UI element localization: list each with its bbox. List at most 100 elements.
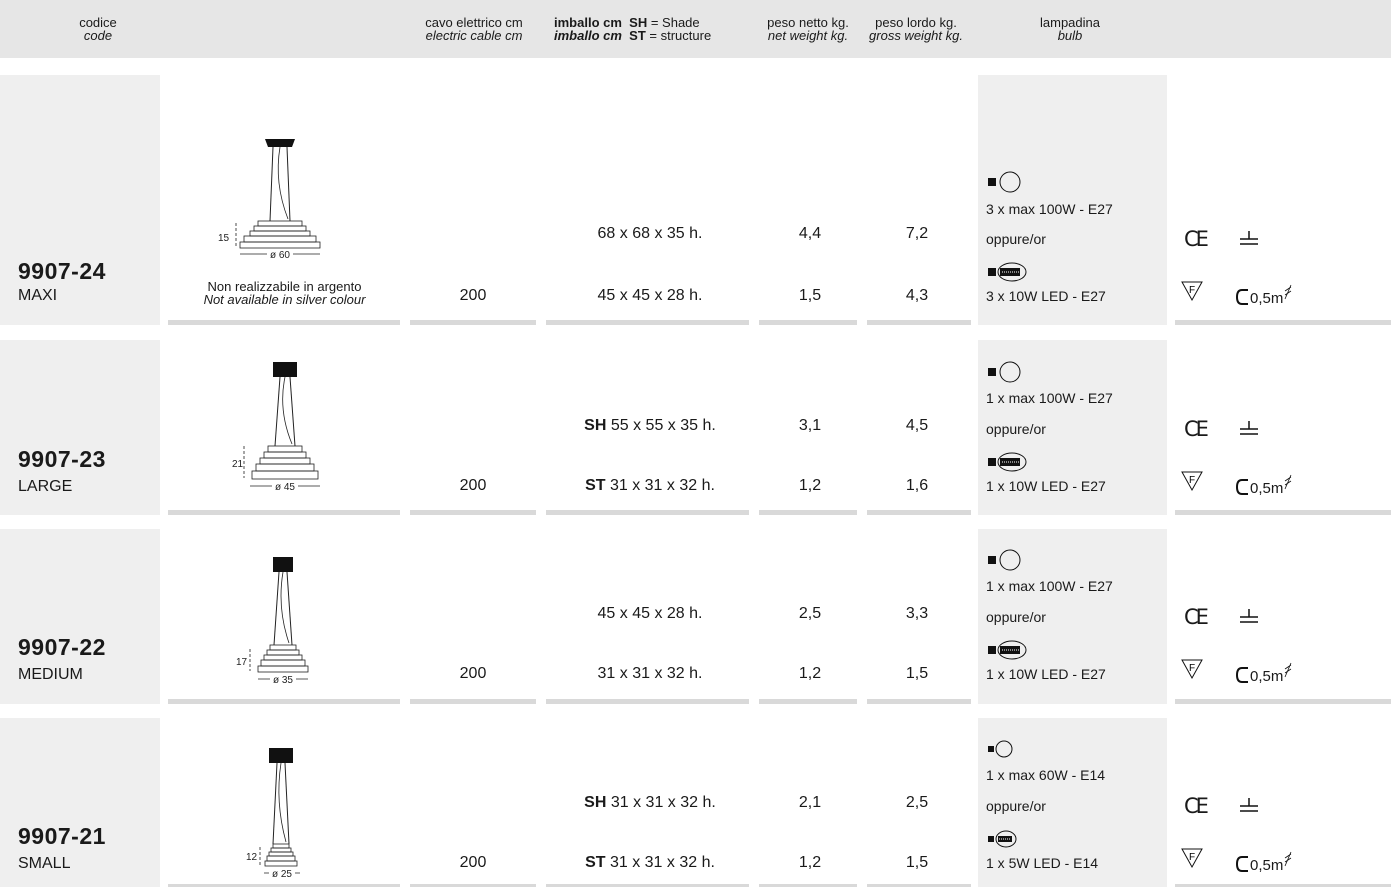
separator	[410, 510, 536, 515]
code-cell: 9907-21 SMALL	[0, 718, 160, 887]
gross-weight: 1,6	[905, 477, 929, 494]
cable-length: 200	[459, 665, 487, 682]
header-code-it: codice	[79, 15, 117, 30]
height-label: 17	[236, 657, 248, 668]
product-code: 9907-23	[18, 446, 106, 472]
bulb-spec-led: 1 x 10W LED - E27	[986, 478, 1106, 494]
bulb-cell	[978, 718, 1167, 887]
separator	[867, 510, 971, 515]
bulb-cell	[978, 75, 1167, 325]
bulb-spec-led: 3 x 10W LED - E27	[986, 288, 1106, 304]
header-net-it: peso netto kg.	[767, 15, 849, 30]
header-pack-it: imballo cm	[554, 15, 622, 30]
packaging-1: 45 x 45 x 28 h.	[598, 605, 703, 623]
pack-dimensions: 45 x 45 x 28 h.	[597, 287, 703, 304]
separator	[546, 699, 749, 704]
pack-dimensions: 31 x 31 x 32 h.	[609, 477, 715, 494]
ce-mark-icon: CE	[1184, 605, 1209, 629]
f-mark-label: F	[1189, 852, 1195, 863]
pack-prefix: ST	[585, 854, 606, 871]
header-sh-text: = Shade	[650, 15, 700, 30]
pack-prefix: SH	[584, 417, 607, 434]
height-label: 21	[232, 459, 244, 470]
bulb-spec: 3 x max 100W - E27	[986, 201, 1113, 217]
separator	[546, 884, 749, 887]
header-bulb-it: lampadina	[1040, 15, 1100, 30]
cable-length-value: 0,5m	[1250, 857, 1284, 874]
net-weight: 1,2	[798, 477, 822, 494]
header-code: codice code	[58, 16, 138, 42]
header-net-weight: peso netto kg. net weight kg.	[760, 16, 856, 42]
height-label: 15	[218, 233, 230, 244]
pack-prefix: ST	[585, 477, 606, 494]
product-code: 9907-22	[18, 634, 106, 660]
bulb-spec: 1 x max 100W - E27	[986, 390, 1113, 406]
diameter-label: ø 60	[270, 250, 290, 261]
cable-spec: 0,5m	[1235, 850, 1293, 874]
net-weight: 1,5	[798, 287, 822, 304]
code-cell: 9907-23 LARGE	[0, 340, 160, 515]
incandescent-bulb-icon	[988, 171, 1021, 193]
led-bulb-icon	[988, 830, 1017, 848]
separator	[546, 510, 749, 515]
table-row: 9907-22 MEDIUM ø 35 17 200 45 x 45 x 28 …	[0, 529, 1391, 709]
gross-weight: 7,2	[905, 225, 929, 242]
separator	[1175, 320, 1391, 325]
cable-spec: 0,5m	[1235, 473, 1293, 497]
separator	[410, 320, 536, 325]
packaging-1: 68 x 68 x 35 h.	[598, 225, 703, 243]
separator	[546, 320, 749, 325]
bulb-spec-led: 1 x 5W LED - E14	[986, 855, 1099, 871]
bulb-or: oppure/or	[986, 798, 1046, 814]
net-weight: 1,2	[798, 665, 822, 682]
lamp-drawing: ø 25 12	[246, 748, 300, 880]
separator	[1175, 510, 1391, 515]
table-header: codice code cavo elettrico cm electric c…	[0, 0, 1391, 58]
separator	[867, 884, 971, 887]
separator	[759, 884, 857, 887]
header-net-en: net weight kg.	[767, 28, 849, 43]
earth-ground-icon	[1240, 421, 1258, 435]
cable-length-icon	[1235, 479, 1248, 495]
f-mark-label: F	[1189, 663, 1195, 674]
table-row: 9907-24 MAXI ø 60 15 Non realizzabile in…	[0, 75, 1391, 330]
f-mark-icon: F	[1181, 659, 1203, 680]
incandescent-bulb-icon	[988, 549, 1021, 571]
separator	[759, 320, 857, 325]
diameter-label: ø 25	[272, 869, 292, 880]
separator	[1175, 699, 1391, 704]
cable-length-icon	[1235, 667, 1248, 683]
wire-icon	[1284, 851, 1292, 867]
gross-weight: 4,3	[905, 287, 929, 304]
bulb-or: oppure/or	[986, 231, 1046, 247]
gross-weight: 4,5	[905, 417, 929, 434]
separator	[1175, 884, 1391, 887]
f-mark-icon: F	[1181, 848, 1203, 869]
gross-weight: 1,5	[905, 854, 929, 871]
separator	[168, 320, 400, 325]
code-cell: 9907-22 MEDIUM	[0, 529, 160, 704]
bulb-cell	[978, 529, 1167, 704]
bulb-spec: 1 x max 100W - E27	[986, 578, 1113, 594]
availability-note: Non realizzabile in argento Not availabl…	[187, 280, 382, 306]
header-st-text: = structure	[649, 28, 712, 43]
earth-ground-icon	[1240, 231, 1258, 245]
ce-mark-icon: CE	[1184, 794, 1209, 818]
header-gross-en: gross weight kg.	[869, 28, 963, 43]
bulb-spec-led: 1 x 10W LED - E27	[986, 666, 1106, 682]
bulb-spec: 1 x max 60W - E14	[986, 767, 1106, 783]
wire-icon	[1284, 662, 1292, 678]
net-weight: 2,1	[798, 794, 822, 811]
header-gross-weight: peso lordo kg. gross weight kg.	[862, 16, 970, 42]
note-en: Not available in silver colour	[203, 292, 366, 307]
pack-dimensions: 55 x 55 x 35 h.	[610, 417, 716, 434]
diameter-label: ø 35	[273, 675, 293, 686]
separator	[867, 699, 971, 704]
earth-ground-icon	[1240, 609, 1258, 623]
pack-prefix: SH	[584, 794, 607, 811]
led-bulb-icon	[988, 262, 1027, 282]
net-weight: 4,4	[798, 225, 822, 242]
ce-mark-icon: CE	[1184, 227, 1209, 251]
separator	[410, 699, 536, 704]
f-mark-label: F	[1189, 475, 1195, 486]
